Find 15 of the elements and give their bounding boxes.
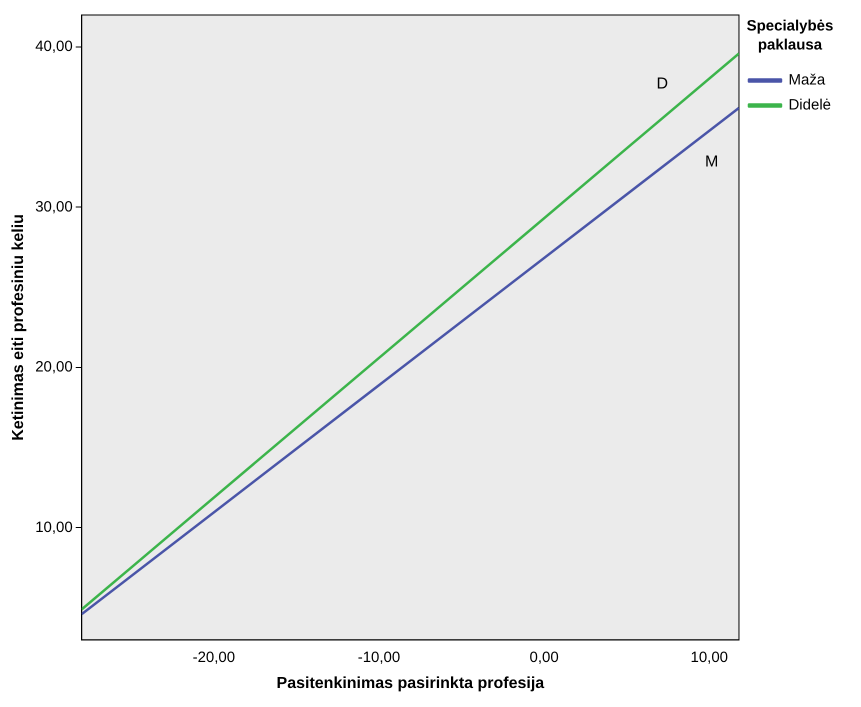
- y-tick-label: 40,00: [35, 38, 73, 56]
- y-tick-label: 30,00: [35, 198, 73, 216]
- legend-label: Didelė: [788, 96, 832, 114]
- x-tick-label: 10,00: [690, 648, 728, 666]
- x-tick-label: 0,00: [530, 648, 559, 666]
- legend-title: Specialybės paklausa: [746, 18, 834, 54]
- x-tick-label: -20,00: [192, 648, 236, 666]
- y-tick-label: 20,00: [35, 358, 73, 376]
- y-axis-title: Ketinimas eiti profesiniu keliu: [10, 214, 28, 441]
- y-tick-label: 10,00: [35, 518, 73, 536]
- x-axis-title: Pasitenkinimas pasirinkta profesija: [276, 674, 544, 692]
- annotation: D: [656, 76, 668, 93]
- x-tick-label: -10,00: [358, 648, 400, 666]
- legend-label: Maža: [788, 72, 826, 89]
- annotation: M: [705, 153, 718, 170]
